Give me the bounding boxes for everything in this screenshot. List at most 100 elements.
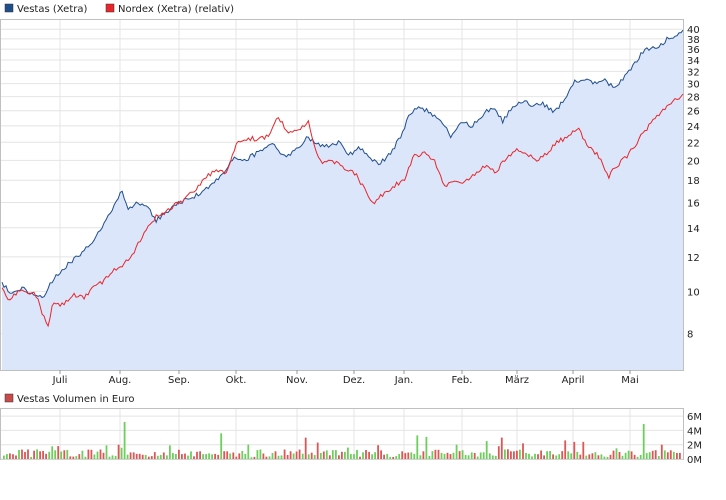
volume-bar bbox=[621, 455, 624, 459]
volume-bar bbox=[591, 453, 594, 459]
volume-bar bbox=[579, 454, 582, 459]
volume-bar bbox=[380, 450, 382, 459]
volume-bar bbox=[494, 455, 497, 459]
series-line-nordex bbox=[1, 93, 684, 328]
volume-bar bbox=[588, 454, 591, 459]
volume-bar bbox=[169, 445, 171, 459]
price-x-tick-label: Nov. bbox=[286, 375, 308, 386]
volume-bar bbox=[407, 452, 410, 459]
volume-bar bbox=[546, 451, 548, 459]
volume-bar bbox=[567, 451, 570, 459]
volume-bar bbox=[341, 451, 343, 459]
volume-bar bbox=[226, 451, 229, 459]
volume-bar bbox=[277, 455, 280, 459]
volume-bar bbox=[199, 451, 201, 459]
price-y-tick-label: 28 bbox=[687, 93, 700, 104]
volume-bar bbox=[464, 455, 467, 459]
price-y-tick-label: 36 bbox=[687, 45, 700, 56]
volume-bar bbox=[310, 452, 313, 459]
volume-bar bbox=[500, 437, 503, 459]
volume-bar bbox=[48, 451, 51, 459]
vestas-area-fill bbox=[2, 30, 683, 370]
volume-bar bbox=[404, 453, 407, 459]
volume-bar bbox=[262, 453, 265, 459]
legend-vestas-swatch bbox=[4, 3, 14, 13]
volume-bar bbox=[570, 453, 573, 459]
volume-bar bbox=[443, 453, 446, 459]
legend-vestas-label: Vestas (Xetra) bbox=[17, 4, 87, 15]
volume-bar bbox=[654, 450, 657, 459]
volume-bar bbox=[87, 449, 90, 459]
volume-bar bbox=[229, 453, 232, 459]
volume-bar bbox=[660, 444, 663, 459]
volume-bar bbox=[470, 452, 473, 459]
volume-bar bbox=[313, 455, 316, 459]
volume-bar bbox=[383, 454, 385, 459]
volume-bar bbox=[564, 440, 567, 459]
price-y-tick-label: 10 bbox=[687, 287, 700, 298]
price-y-tick-label: 8 bbox=[687, 330, 693, 341]
price-y-tick-label: 40 bbox=[687, 25, 700, 36]
series-line-vestas bbox=[1, 29, 684, 299]
volume-bar bbox=[108, 456, 111, 459]
volume-bar bbox=[636, 456, 639, 459]
volume-bar bbox=[549, 451, 551, 459]
price-x-tick-labels: Juli Aug. Sep. Okt. Nov. Dez. Jan. Feb. März Apri… bbox=[52, 370, 639, 386]
price-y-tick-label: 30 bbox=[687, 80, 700, 91]
volume-bar bbox=[93, 454, 96, 459]
volume-bar bbox=[440, 452, 443, 459]
volume-bar bbox=[126, 454, 129, 459]
volume-bar bbox=[672, 451, 675, 459]
volume-bar bbox=[597, 455, 600, 459]
price-x-tick-label: Aug. bbox=[109, 375, 132, 386]
volume-bar bbox=[280, 455, 283, 459]
volume-bar bbox=[150, 456, 153, 459]
volume-bar bbox=[295, 451, 298, 459]
volume-bar bbox=[235, 456, 238, 459]
volume-bar bbox=[362, 452, 364, 459]
volume-bar bbox=[624, 452, 627, 459]
volume-bar bbox=[84, 456, 87, 459]
volume-bar bbox=[389, 456, 392, 459]
volume-bar bbox=[416, 435, 419, 459]
volume-bar bbox=[57, 446, 60, 459]
volume-bar bbox=[338, 455, 340, 459]
volume-bar bbox=[304, 437, 307, 459]
volume-bar bbox=[368, 451, 370, 459]
volume-bar bbox=[413, 453, 416, 459]
volume-bar bbox=[247, 444, 250, 459]
volume-bar bbox=[15, 455, 17, 459]
volume-bar bbox=[531, 456, 533, 459]
volume-bar bbox=[274, 451, 277, 459]
volume-bar bbox=[600, 454, 603, 459]
volume-bar bbox=[60, 451, 63, 459]
volume-bar bbox=[491, 455, 494, 459]
volume-bar bbox=[573, 441, 576, 459]
volume-bar bbox=[446, 452, 449, 459]
legend-nordex-label: Nordex (Xetra) (relativ) bbox=[118, 4, 234, 15]
volume-bar bbox=[322, 451, 325, 459]
volume-bars bbox=[3, 421, 681, 459]
volume-bar bbox=[461, 450, 464, 459]
volume-bar bbox=[21, 449, 23, 459]
volume-bar bbox=[141, 454, 144, 459]
volume-bar bbox=[138, 453, 141, 459]
volume-bar bbox=[458, 451, 461, 459]
volume-bar bbox=[283, 449, 286, 459]
volume-bar bbox=[425, 436, 428, 459]
volume-bar bbox=[371, 454, 373, 459]
volume-bar bbox=[289, 451, 292, 459]
volume-bar bbox=[410, 452, 413, 459]
volume-bar bbox=[374, 452, 376, 459]
volume-bar bbox=[353, 454, 355, 459]
volume-bar bbox=[648, 452, 651, 459]
volume-bar bbox=[193, 456, 195, 459]
volume-bar bbox=[99, 449, 102, 459]
volume-bar bbox=[555, 455, 558, 459]
volume-bar bbox=[576, 451, 579, 459]
volume-bar bbox=[328, 455, 331, 459]
legend-nordex-swatch bbox=[105, 3, 115, 13]
volume-bar bbox=[534, 453, 536, 459]
volume-bar bbox=[238, 453, 241, 459]
price-x-tick-label: Sep. bbox=[168, 375, 190, 386]
